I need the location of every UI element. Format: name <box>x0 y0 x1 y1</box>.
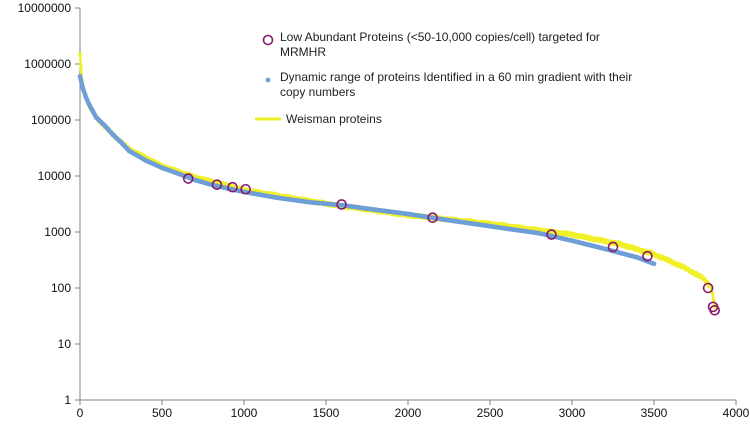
low-abundant-point <box>427 212 438 224</box>
dynamic-range-point <box>77 74 83 79</box>
dynamic-range-point <box>471 221 476 227</box>
x-tick-label: 2500 <box>477 406 504 420</box>
axes <box>79 8 736 401</box>
low-abundant-point <box>607 241 619 253</box>
dynamic-range-point <box>602 246 608 252</box>
y-tick-label: 10000000 <box>18 1 72 15</box>
low-abundant-point <box>709 304 720 316</box>
plot-area <box>77 52 720 316</box>
legend-label: Dynamic range of proteins Identified in … <box>280 70 632 99</box>
legend: Low Abundant Proteins (<50-10,000 copies… <box>255 30 632 126</box>
dynamic-range-point <box>143 157 149 163</box>
weisman-line <box>78 54 717 310</box>
y-tick-label: 10000 <box>38 169 72 183</box>
ticks: 0 500 1000 1500 2000 2500 3000 3500 4000 1 10 100 10… <box>18 1 750 420</box>
low-abundant-point <box>702 282 714 294</box>
legend-label: Low Abundant Proteins (<50-10,000 copies… <box>280 30 600 59</box>
y-tick-label: 1000000 <box>24 57 71 71</box>
dynamic-range-point <box>274 195 280 201</box>
y-tick-label: 1000 <box>44 225 71 239</box>
y-tick-label: 100 <box>51 281 71 295</box>
dynamic-range-point <box>307 199 312 205</box>
x-tick-label: 3500 <box>641 406 668 420</box>
dynamic-range-point <box>110 132 116 137</box>
legend-marker-dynamic-range <box>265 77 271 83</box>
low-abundant-point <box>211 179 223 190</box>
dynamic-range-point <box>635 255 640 260</box>
low-abundant-point <box>642 250 653 262</box>
x-tick-label: 0 <box>77 406 84 420</box>
low-abundant-point <box>336 199 347 210</box>
dynamic-range-point <box>102 123 107 128</box>
dynamic-range-point <box>126 148 132 154</box>
dynamic-range-point <box>569 238 575 244</box>
dynamic-range-point <box>79 81 85 86</box>
legend-label: Weisman proteins <box>286 112 382 126</box>
dynamic-range-point <box>87 103 93 109</box>
dynamic-range-point <box>372 207 378 213</box>
dynamic-range-point <box>159 165 165 171</box>
x-tick-label: 4000 <box>723 406 750 420</box>
dynamic-range-point <box>438 216 444 222</box>
dynamic-range-point <box>192 177 198 183</box>
dynamic-range-point <box>340 202 345 208</box>
low-abundant-point <box>240 183 251 195</box>
x-tick-label: 500 <box>152 406 172 420</box>
dynamic-range-point <box>536 230 542 236</box>
dynamic-range-point <box>94 115 99 121</box>
dynamic-range-point <box>176 171 181 177</box>
y-tick-label: 100000 <box>31 113 71 127</box>
y-tick-label: 1 <box>64 393 71 407</box>
x-tick-label: 1000 <box>231 406 258 420</box>
low-abundant-point <box>227 181 238 193</box>
dynamic-range-point <box>405 211 411 217</box>
x-tick-label: 1500 <box>313 406 340 420</box>
x-tick-label: 3000 <box>559 406 586 420</box>
dynamic-range-point <box>651 261 657 267</box>
dynamic-range-point <box>118 139 124 145</box>
low-abundant-point <box>546 229 557 240</box>
x-tick-label: 2000 <box>395 406 422 420</box>
y-tick-label: 10 <box>58 337 72 351</box>
dynamic-range-point <box>84 96 89 102</box>
dynamic-range-point <box>80 87 86 92</box>
dynamic-range-point <box>504 226 509 232</box>
low-abundant-point <box>182 173 194 184</box>
legend-marker-low-abundant <box>262 34 274 46</box>
dynamic-range-point <box>90 109 96 115</box>
